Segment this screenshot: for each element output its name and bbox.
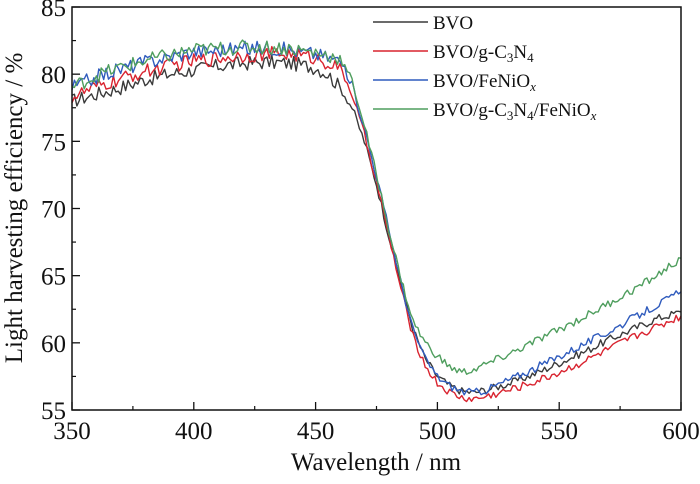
y-tick-label: 80 <box>41 62 66 89</box>
legend-label-1: BVO/g-C3​N4​ <box>433 42 534 65</box>
series-line-3 <box>71 39 682 375</box>
x-tick-label: 600 <box>662 418 700 445</box>
y-axis-label: Light harvesting efficiency / % <box>1 53 28 364</box>
axis-ticks: 350 400 450 500 550 600 55 60 65 70 75 80 85 <box>41 0 700 445</box>
series-line-0 <box>71 54 682 395</box>
x-tick-label: 350 <box>53 418 91 445</box>
series-line-2 <box>71 40 682 396</box>
y-tick-label: 70 <box>41 197 66 224</box>
y-tick-label: 75 <box>41 129 66 156</box>
y-tick-label: 60 <box>41 331 66 358</box>
x-tick-label: 500 <box>419 418 457 445</box>
x-tick-label: 400 <box>175 418 213 445</box>
x-tick-label: 550 <box>540 418 578 445</box>
y-tick-label: 65 <box>41 264 66 291</box>
legend-label-2: BVO/FeNiOx​ <box>433 71 536 94</box>
legend-label-0: BVO <box>433 13 473 34</box>
x-axis-label: Wavelength / nm <box>291 449 462 476</box>
y-tick-label: 55 <box>41 398 66 425</box>
x-tick-label: 450 <box>297 418 335 445</box>
legend: BVO BVO/g-C3​N4​ BVO/FeNiOx​ BVO/g-C3​N4​/F… <box>373 13 597 123</box>
series-lines <box>71 39 682 403</box>
y-tick-label: 85 <box>41 0 66 22</box>
legend-label-3: BVO/g-C3​N4​/FeNiOx​ <box>433 100 597 123</box>
